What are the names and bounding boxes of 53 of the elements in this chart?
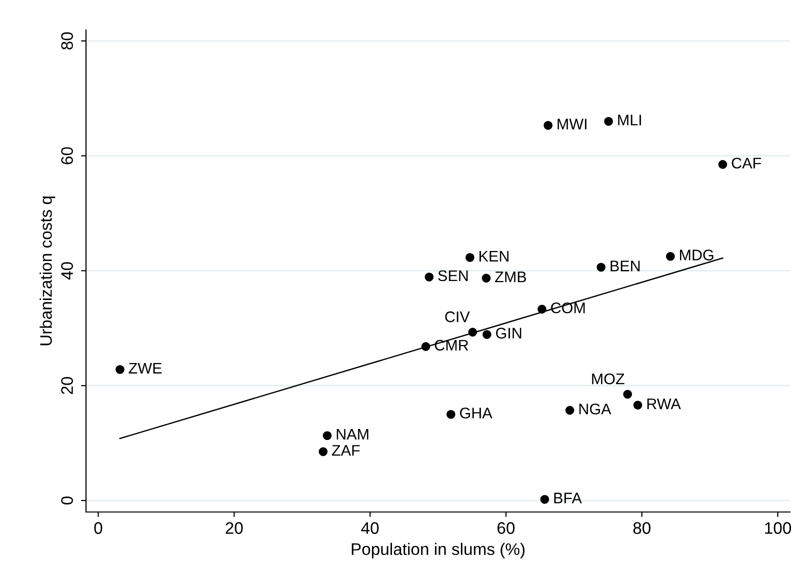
point <box>718 160 728 169</box>
x-tick-label: 100 <box>765 522 792 534</box>
y-axis-title: Urbanization costs q <box>40 196 56 346</box>
y-tick-label: 20 <box>61 376 73 394</box>
annotation: KEN <box>480 250 508 262</box>
point <box>544 120 552 130</box>
annotation: CMR <box>434 340 468 351</box>
annotation: GIN <box>496 328 522 339</box>
point <box>538 304 546 314</box>
point <box>623 390 632 399</box>
annotation: ZMB <box>495 272 526 282</box>
annotation: GHA <box>460 408 492 418</box>
y-tick-label: 60 <box>61 147 73 164</box>
point <box>322 431 332 440</box>
y-tick-label: 0 <box>61 496 73 504</box>
annotation: ZAF <box>332 445 360 456</box>
annotation: MWI <box>558 118 586 130</box>
point <box>596 262 606 272</box>
x-tick-label: 20 <box>226 522 243 534</box>
annotation: RWA <box>647 398 681 410</box>
annotation: COM <box>551 302 585 314</box>
point <box>424 272 434 282</box>
point <box>482 330 492 339</box>
point <box>604 116 613 126</box>
point <box>666 252 675 261</box>
x-tick-label: 60 <box>498 522 515 534</box>
annotation: MOZ <box>592 373 624 384</box>
annotation: MLI <box>618 114 641 126</box>
point <box>482 274 491 283</box>
point <box>468 328 478 337</box>
annotation: MDG <box>680 250 714 260</box>
point <box>466 253 474 262</box>
point <box>446 410 456 419</box>
x-tick-label: 40 <box>361 522 379 534</box>
x-axis-title: Population in slums (%) <box>352 542 525 558</box>
x-tick-label: 80 <box>633 522 650 534</box>
y-tick-label: 40 <box>61 262 73 280</box>
point <box>565 406 574 415</box>
annotation: BFA <box>554 492 582 504</box>
annotation: ZWE <box>128 362 162 374</box>
point <box>633 400 642 410</box>
y-tick-label: 80 <box>61 32 73 50</box>
point <box>421 342 430 351</box>
annotation: CAF <box>732 158 762 169</box>
point <box>318 447 328 456</box>
annotation: SEN <box>438 270 468 282</box>
annotation: BEN <box>610 260 640 272</box>
annotation: NAM <box>336 429 368 440</box>
annotation: NGA <box>579 404 612 414</box>
annotation: CIV <box>445 311 470 322</box>
point <box>116 365 124 374</box>
point <box>540 494 550 504</box>
x-tick-label: 0 <box>94 522 102 534</box>
